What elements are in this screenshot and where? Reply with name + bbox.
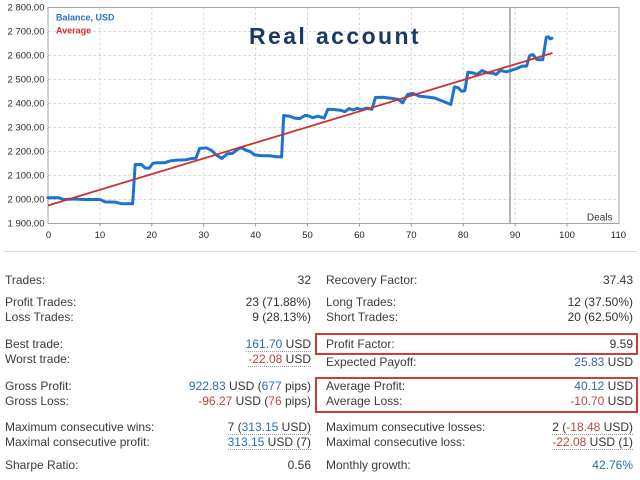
svg-text:2 500.00: 2 500.00 (8, 75, 45, 86)
svg-text:60: 60 (354, 230, 365, 241)
svg-text:Balance, USD: Balance, USD (56, 13, 115, 23)
svg-text:50: 50 (302, 230, 313, 241)
svg-text:2 700.00: 2 700.00 (8, 27, 45, 38)
svg-text:2 600.00: 2 600.00 (8, 51, 45, 62)
svg-text:2 300.00: 2 300.00 (8, 123, 45, 134)
svg-text:2 400.00: 2 400.00 (8, 99, 45, 110)
svg-text:2 200.00: 2 200.00 (8, 147, 45, 158)
svg-text:20: 20 (147, 230, 158, 241)
svg-text:10: 10 (95, 230, 106, 241)
svg-text:Real account: Real account (249, 23, 421, 49)
svg-text:100: 100 (559, 230, 575, 241)
svg-text:80: 80 (458, 230, 469, 241)
svg-text:2 000.00: 2 000.00 (8, 195, 45, 206)
svg-text:30: 30 (198, 230, 209, 241)
svg-text:1 900.00: 1 900.00 (8, 219, 45, 230)
svg-text:0: 0 (46, 230, 51, 241)
svg-text:Deals: Deals (587, 213, 613, 224)
svg-text:2 800.00: 2 800.00 (8, 3, 45, 14)
svg-text:90: 90 (510, 230, 521, 241)
svg-text:110: 110 (611, 230, 626, 241)
svg-text:Average: Average (56, 26, 91, 36)
svg-text:70: 70 (406, 230, 417, 241)
svg-text:2 100.00: 2 100.00 (8, 171, 45, 182)
svg-text:40: 40 (250, 230, 261, 241)
